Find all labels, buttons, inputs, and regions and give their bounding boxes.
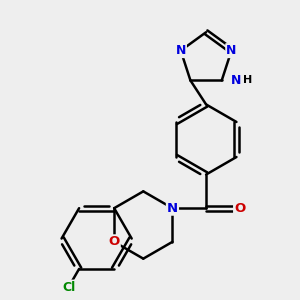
- Text: N: N: [167, 202, 178, 215]
- Text: N: N: [176, 44, 186, 57]
- Text: N: N: [226, 44, 237, 57]
- Text: O: O: [109, 235, 120, 248]
- Text: N: N: [231, 74, 241, 87]
- Text: H: H: [244, 75, 253, 85]
- Text: O: O: [234, 202, 245, 215]
- Text: Cl: Cl: [62, 280, 75, 294]
